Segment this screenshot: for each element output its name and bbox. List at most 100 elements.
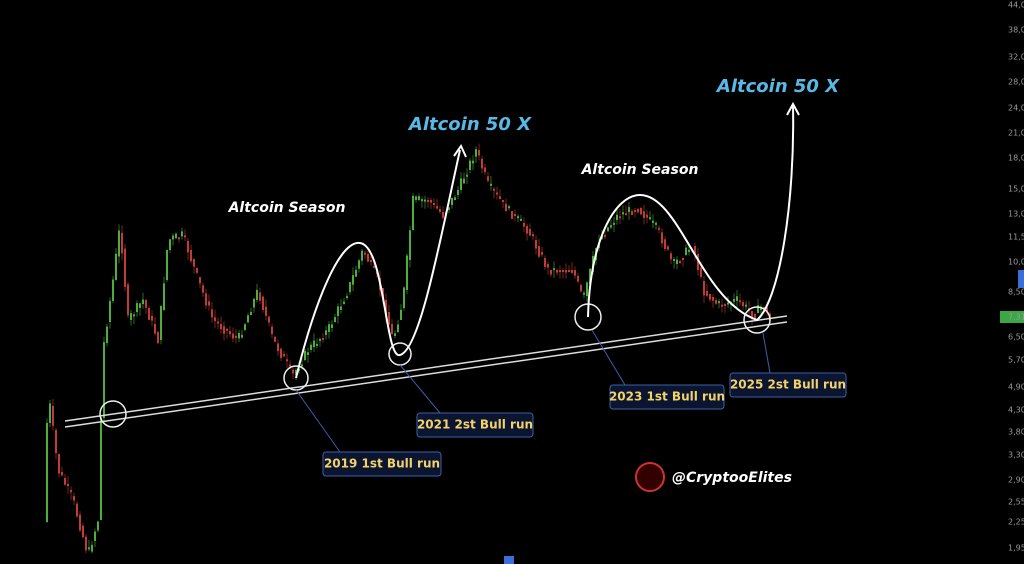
candle — [388, 312, 390, 325]
candle — [613, 222, 615, 225]
candle — [571, 270, 573, 273]
candle — [340, 306, 342, 310]
candle — [184, 235, 186, 238]
candle — [634, 210, 636, 213]
annotation: Altcoin Season — [228, 200, 346, 216]
label-box — [322, 451, 442, 477]
candle — [472, 160, 474, 164]
candle — [289, 364, 291, 367]
candle — [199, 277, 201, 284]
candle — [79, 514, 81, 531]
candle — [223, 326, 225, 334]
candle — [625, 213, 627, 216]
candle — [454, 197, 456, 200]
candle — [361, 250, 363, 261]
candle — [91, 544, 93, 552]
candle — [442, 212, 444, 218]
candle — [271, 326, 273, 335]
candle — [679, 261, 681, 263]
candle — [766, 307, 768, 312]
candle — [667, 246, 669, 250]
candle — [238, 333, 240, 339]
candle — [457, 189, 459, 195]
watermark: @CryptooElites — [672, 470, 792, 486]
candle — [505, 203, 507, 212]
candle — [61, 472, 63, 476]
candle — [301, 364, 303, 367]
candle — [88, 547, 90, 550]
candle — [688, 249, 690, 252]
candle — [193, 259, 195, 267]
candle — [277, 343, 279, 352]
connectors — [295, 329, 771, 453]
candle — [229, 331, 231, 335]
bull-run-label: 2021 2st Bull run — [417, 418, 533, 432]
candle — [700, 267, 702, 277]
candle — [100, 417, 102, 520]
candle — [640, 208, 642, 215]
candle — [628, 207, 630, 213]
candle — [82, 525, 84, 538]
candle — [226, 328, 228, 331]
candle — [148, 308, 150, 320]
candle — [685, 247, 687, 255]
price-tick-label: 15,0 — [1008, 185, 1024, 194]
candle — [664, 239, 666, 249]
price-tick-label: 28,0 — [1008, 78, 1024, 87]
price-tick-label: 4,30 — [1008, 406, 1024, 415]
candle — [205, 293, 207, 306]
candle — [49, 403, 51, 423]
candle — [163, 283, 165, 310]
candle — [172, 235, 174, 240]
candle — [427, 200, 429, 202]
candle — [190, 250, 192, 262]
candle — [232, 333, 234, 339]
candle — [706, 291, 708, 296]
candle — [643, 211, 645, 219]
candle — [586, 282, 588, 296]
candle — [724, 304, 726, 306]
candle — [754, 314, 756, 318]
marker — [504, 556, 514, 564]
candle — [391, 324, 393, 335]
candle — [604, 235, 606, 237]
candle — [76, 503, 78, 517]
candle — [130, 313, 132, 320]
candle — [274, 336, 276, 342]
candle — [418, 196, 420, 200]
candle — [241, 334, 243, 338]
price-tick-label: 24,0 — [1008, 104, 1024, 113]
candle — [529, 229, 531, 236]
candle — [337, 306, 339, 316]
price-tick-label: 5,70 — [1008, 356, 1024, 365]
candle — [757, 305, 759, 313]
price-tick-label: 44,0 — [1008, 1, 1024, 10]
candle — [670, 253, 672, 260]
candle — [364, 252, 366, 255]
candle — [463, 178, 465, 184]
candle — [127, 284, 129, 316]
candle — [325, 330, 327, 335]
candle — [484, 167, 486, 173]
candle — [718, 301, 720, 304]
bull-run-label: 2023 1st Bull run — [609, 390, 725, 404]
candle — [682, 258, 684, 260]
price-tick-label: 3,80 — [1008, 428, 1024, 437]
candle — [367, 254, 369, 262]
candle — [283, 354, 285, 357]
price-tick-label: 11,5 — [1008, 233, 1024, 242]
candle — [550, 270, 552, 275]
price-tick-label: 2,25 — [1008, 518, 1024, 527]
price-tick-label: 21,0 — [1008, 129, 1024, 138]
candle — [451, 197, 453, 205]
candle — [523, 223, 525, 227]
candle — [490, 183, 492, 186]
candle — [589, 268, 591, 284]
label-box — [416, 412, 534, 438]
candle — [742, 302, 744, 307]
candle — [202, 285, 204, 293]
candle — [538, 246, 540, 257]
support-line — [64, 321, 788, 428]
candle — [103, 342, 105, 418]
